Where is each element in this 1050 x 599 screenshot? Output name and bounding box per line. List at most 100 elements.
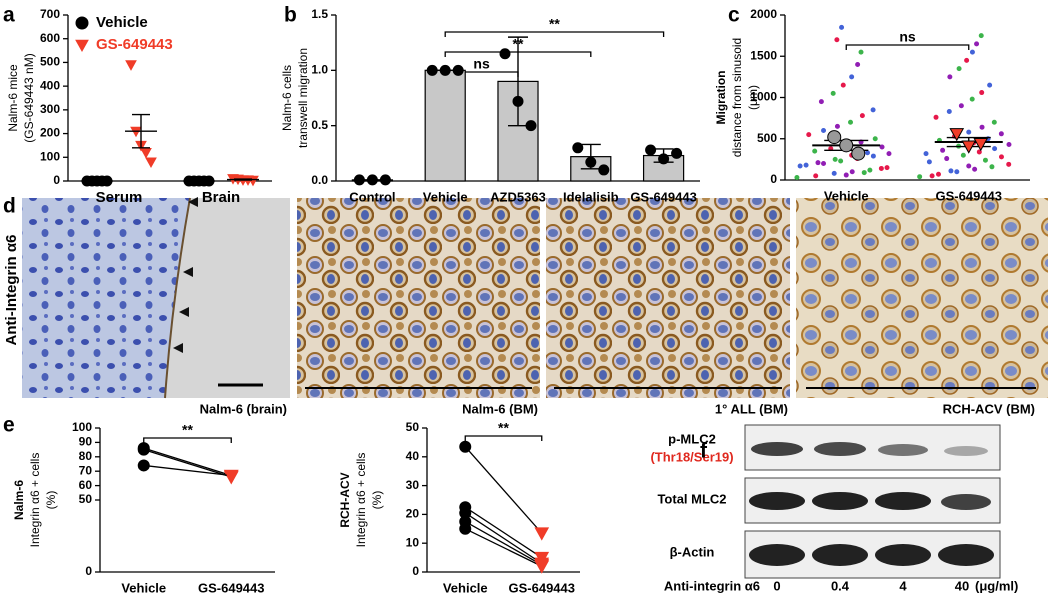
tissue-edge	[164, 197, 191, 399]
bar	[424, 69, 466, 182]
marker	[879, 144, 885, 150]
marker	[989, 164, 995, 170]
marker	[884, 165, 890, 171]
legend-label: Vehicle	[96, 14, 148, 31]
marker	[969, 96, 975, 102]
marker	[137, 443, 150, 456]
y-tick-label: 0	[85, 564, 92, 578]
marker	[992, 146, 998, 152]
marker	[379, 174, 391, 186]
marker	[1006, 142, 1012, 148]
marker	[872, 136, 878, 142]
marker	[671, 147, 683, 159]
micrograph-all	[546, 198, 790, 398]
marker	[1006, 161, 1012, 167]
pair-line	[143, 464, 232, 477]
marker	[459, 440, 472, 453]
marker	[982, 157, 988, 163]
marker	[572, 142, 584, 154]
y-tick-label: 0	[53, 173, 60, 187]
marker	[645, 144, 657, 156]
marker	[933, 114, 939, 120]
y-tick-label: 50	[406, 420, 420, 434]
marker	[831, 170, 837, 176]
pair-line	[464, 528, 543, 567]
marker	[813, 173, 819, 179]
marker	[867, 167, 873, 173]
dose: 0.4	[831, 578, 850, 593]
arrowheads	[173, 197, 198, 353]
marker	[125, 60, 137, 71]
y-label-line: Integrin α6 + cells	[28, 453, 42, 548]
marker	[830, 90, 836, 96]
marker	[998, 131, 1004, 137]
y-label-line: Nalm-6 cells	[280, 65, 294, 131]
x-tick-label: Vehicle	[443, 580, 488, 595]
marker	[987, 82, 993, 88]
blot-row-label: Total MLC2	[657, 491, 726, 506]
legend-label: GS-649443	[96, 36, 173, 53]
panel-letter: a	[3, 4, 15, 27]
marker	[966, 163, 972, 169]
pair-line	[143, 448, 232, 478]
y-tick-label: 2000	[750, 7, 777, 21]
marker	[978, 33, 984, 39]
y-label-line: Migration	[714, 71, 728, 125]
y-tick-label: 50	[79, 492, 93, 506]
marker	[861, 170, 867, 176]
y-tick-label: 100	[40, 149, 60, 163]
y-label-line: (μm)	[746, 85, 760, 110]
marker	[956, 66, 962, 72]
y-label-line: Nalm-6 mice	[6, 64, 20, 132]
x-tick-label: Idelalisib	[563, 189, 619, 204]
marker	[439, 64, 451, 76]
marker	[838, 158, 844, 164]
marker	[834, 123, 840, 129]
caption: 1° ALL (BM)	[715, 401, 788, 416]
error-bar	[132, 113, 150, 149]
marker	[803, 162, 809, 168]
dose: 4	[899, 578, 907, 593]
marker	[966, 129, 972, 135]
error-bar	[234, 178, 252, 181]
marker	[859, 113, 865, 119]
x-tick-label: Serum	[96, 189, 143, 206]
marker	[946, 109, 952, 115]
y-label-line: RCH-ACV	[338, 472, 352, 527]
significance-bracket	[143, 437, 232, 443]
pair-line	[464, 506, 543, 559]
y-tick-label: 700	[40, 7, 60, 21]
x-tick-label: GS-649443	[198, 580, 265, 595]
marker	[886, 151, 892, 157]
marker	[426, 64, 438, 76]
dose: 0	[773, 578, 780, 593]
marker	[935, 171, 941, 177]
panel-letter: b	[284, 4, 297, 27]
marker	[459, 522, 472, 535]
marker	[839, 138, 854, 153]
marker	[923, 151, 929, 157]
y-tick-label: 80	[79, 449, 93, 463]
x-tick-label: GS-649443	[509, 580, 576, 595]
y-label-line: (%)	[44, 491, 58, 510]
significance-label: **	[549, 16, 560, 32]
significance-label: **	[182, 422, 193, 438]
marker	[998, 154, 1004, 160]
marker	[917, 174, 923, 180]
marker	[75, 39, 89, 53]
marker	[972, 166, 978, 172]
pair-line	[464, 446, 543, 534]
marker	[958, 103, 964, 109]
marker	[851, 146, 866, 161]
marker	[452, 64, 464, 76]
marker	[598, 164, 610, 176]
y-tick-label: 500	[40, 55, 60, 69]
micrographs: Anti-Integrin α6 Nalm-6 (brain) Nalm-6 (…	[3, 197, 1048, 416]
x-tick-label: Vehicle	[423, 189, 468, 204]
marker	[944, 156, 950, 162]
y-label-line: distance from sinusoid	[730, 38, 744, 157]
caption: Nalm-6 (BM)	[462, 401, 538, 416]
marker	[979, 90, 985, 96]
marker	[223, 469, 239, 484]
